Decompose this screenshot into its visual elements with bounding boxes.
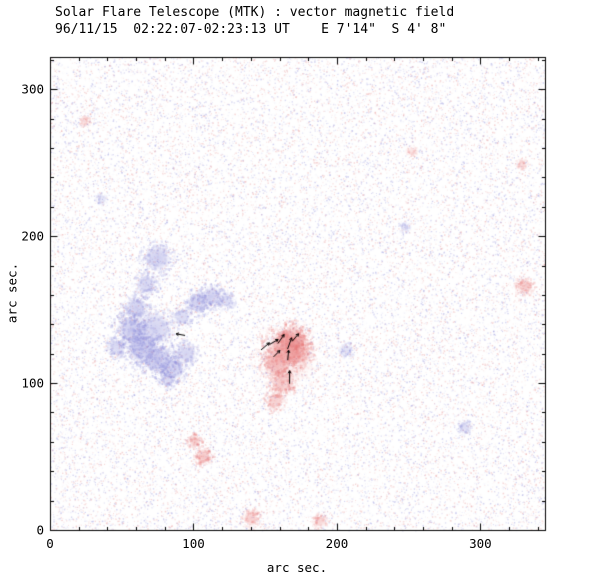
x-tick-label: 300: [469, 536, 492, 551]
y-tick-label: 300: [21, 81, 44, 97]
x-axis-label: arc sec.: [266, 560, 328, 575]
y-tick-label: 200: [21, 228, 44, 244]
chart-subtitle: 96/11/15 02:22:07-02:23:13 UT E 7'14" S …: [55, 22, 447, 37]
y-tick-label: 100: [21, 375, 44, 391]
x-tick-label: 100: [182, 536, 205, 551]
y-tick-label: 0: [36, 522, 44, 538]
x-tick-label: 200: [325, 536, 349, 551]
y-axis-label: arc sec.: [4, 262, 20, 324]
chart-title: Solar Flare Telescope (MTK) : vector mag…: [55, 5, 455, 20]
x-tick-label: 0: [46, 536, 54, 551]
